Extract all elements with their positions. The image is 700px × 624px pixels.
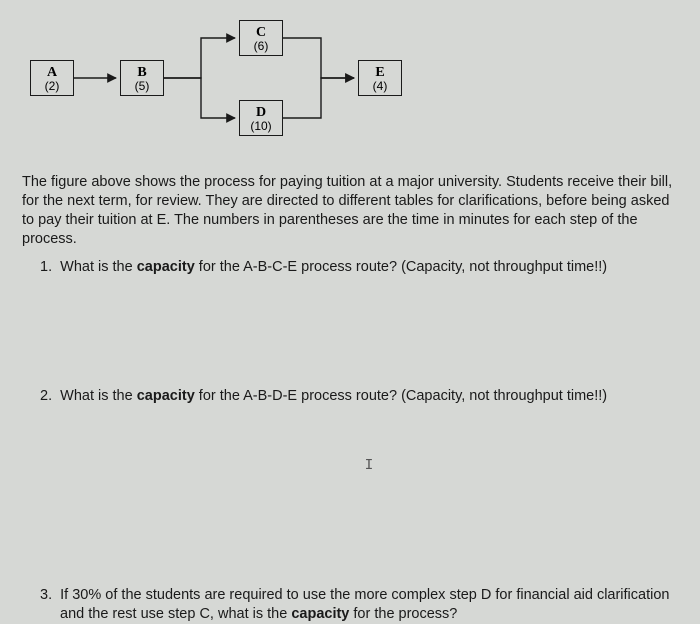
question-2: 2. What is the capacity for the A-B-D-E … <box>40 387 678 476</box>
q2-text-a: What is the <box>60 388 137 404</box>
q2-number: 2. <box>40 388 52 404</box>
diagram-edges <box>0 0 700 165</box>
q3-text-c: for the process? <box>349 606 457 622</box>
node-A: A(2) <box>30 60 74 96</box>
question-3: 3. If 30% of the students are required t… <box>40 586 678 624</box>
q1-bold: capacity <box>137 259 195 275</box>
text-cursor: I <box>365 458 374 474</box>
node-E: E(4) <box>358 60 402 96</box>
q3-number: 3. <box>40 587 52 603</box>
q1-text-a: What is the <box>60 259 137 275</box>
edge-C-E <box>283 38 354 78</box>
q1-number: 1. <box>40 259 52 275</box>
question-1: 1. What is the capacity for the A-B-C-E … <box>40 258 678 277</box>
problem-paragraph: The figure above shows the process for p… <box>0 165 700 248</box>
node-C: C(6) <box>239 20 283 56</box>
process-diagram: A(2) B(5) C(6) D(10) E(4) <box>0 0 700 165</box>
node-D: D(10) <box>239 100 283 136</box>
edge-D-E <box>283 78 354 118</box>
edge-B-D <box>164 78 235 118</box>
q2-bold: capacity <box>137 388 195 404</box>
q1-text-c: for the A-B-C-E process route? (Capacity… <box>195 259 607 275</box>
questions-list: 1. What is the capacity for the A-B-C-E … <box>0 248 700 623</box>
edge-B-C <box>164 38 235 78</box>
node-B: B(5) <box>120 60 164 96</box>
q3-bold: capacity <box>291 606 349 622</box>
q2-text-c: for the A-B-D-E process route? (Capacity… <box>195 388 607 404</box>
